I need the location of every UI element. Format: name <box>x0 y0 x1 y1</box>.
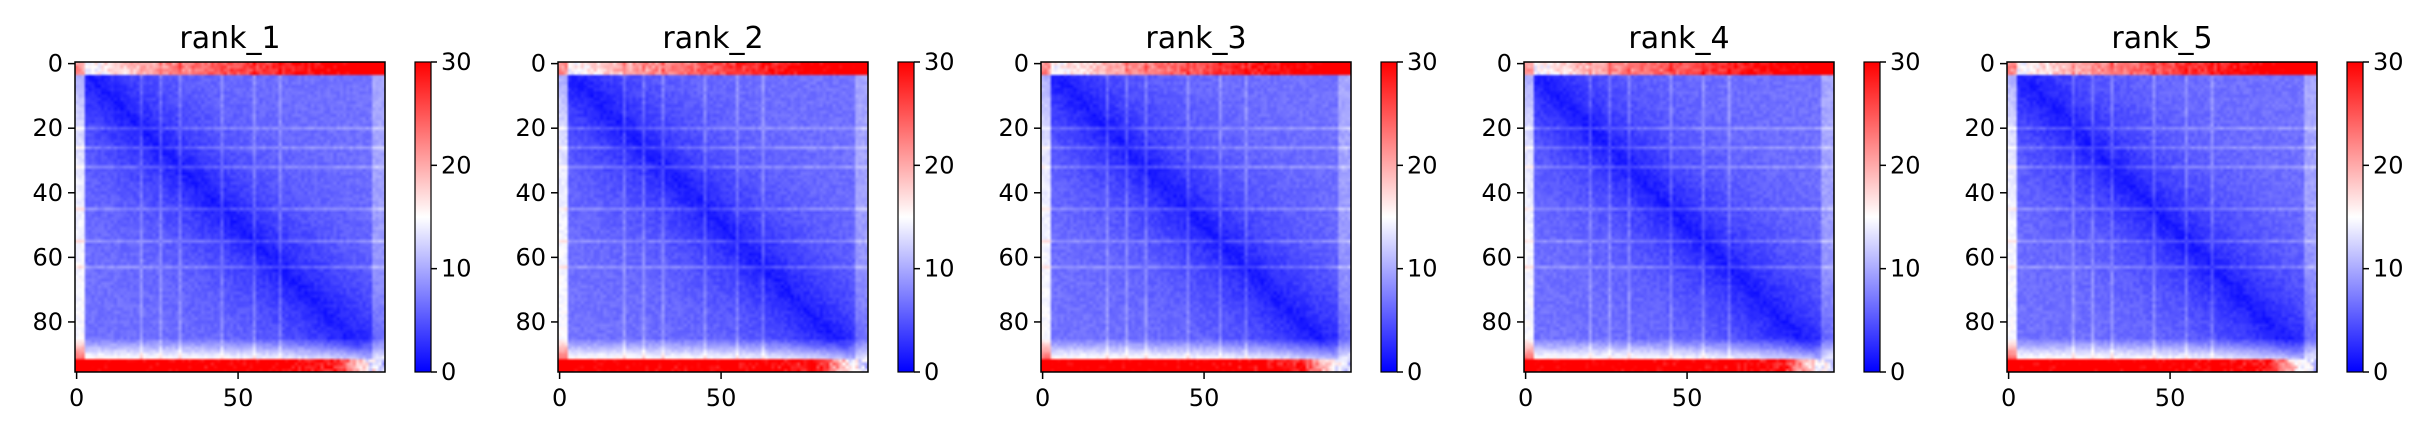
y-tick-label: 40 <box>515 179 546 207</box>
panel-1: rank_1 0 20 40 60 80 0 50 0 10 20 30 <box>32 21 471 412</box>
y-tick-label: 0 <box>1980 50 1995 78</box>
x-tick-label: 0 <box>2001 384 2016 412</box>
y-tick-label: 0 <box>1014 50 1029 78</box>
colorbar <box>1863 61 1881 373</box>
heatmap-image <box>1041 62 1351 372</box>
colorbar-tick-label: 20 <box>924 151 955 179</box>
y-tick-label: 80 <box>1481 308 1512 336</box>
y-tick-label: 80 <box>32 308 63 336</box>
colorbar-tick-label: 0 <box>1890 358 1905 386</box>
heatmap-image <box>558 62 868 372</box>
colorbar-tick-label: 10 <box>924 255 955 283</box>
x-tick-label: 50 <box>706 384 737 412</box>
y-tick-label: 80 <box>998 308 1029 336</box>
y-tick-label: 60 <box>515 243 546 271</box>
colorbar-tick-label: 20 <box>441 151 472 179</box>
heatmap-image <box>75 62 385 372</box>
colorbar-tick-label: 0 <box>924 358 939 386</box>
x-tick-label: 50 <box>2155 384 2186 412</box>
y-tick-label: 0 <box>531 50 546 78</box>
colorbar <box>2346 61 2364 373</box>
y-tick-label: 40 <box>998 179 1029 207</box>
panel-title: rank_2 <box>662 21 763 56</box>
colorbar-tick-label: 10 <box>441 255 472 283</box>
colorbar-tick-label: 10 <box>1407 255 1438 283</box>
panel-title: rank_5 <box>2111 21 2212 56</box>
colorbar-tick-label: 30 <box>1890 48 1921 76</box>
x-tick-label: 0 <box>1518 384 1533 412</box>
colorbar-tick-label: 10 <box>1890 255 1921 283</box>
panel-3: rank_3 0 20 40 60 80 0 50 0 10 20 30 <box>998 21 1437 412</box>
y-tick-label: 60 <box>32 243 63 271</box>
panel-2: rank_2 0 20 40 60 80 0 50 0 10 20 30 <box>515 21 954 412</box>
colorbar <box>1380 61 1398 373</box>
colorbar-tick-label: 30 <box>924 48 955 76</box>
y-tick-label: 0 <box>1497 50 1512 78</box>
y-tick-label: 60 <box>1481 243 1512 271</box>
heatmap-image <box>1524 62 1834 372</box>
axes-frame <box>1523 61 1835 373</box>
colorbar-tick-label: 20 <box>1407 151 1438 179</box>
colorbar-tick-label: 20 <box>2373 151 2404 179</box>
y-tick-label: 40 <box>1481 179 1512 207</box>
colorbar-tick-label: 30 <box>441 48 472 76</box>
panel-5: rank_5 0 20 40 60 80 0 50 0 10 20 30 <box>1964 21 2403 412</box>
y-tick-label: 20 <box>1481 114 1512 142</box>
panel-title: rank_3 <box>1145 21 1246 56</box>
x-tick-label: 50 <box>223 384 254 412</box>
x-tick-label: 0 <box>552 384 567 412</box>
colorbar-tick-label: 0 <box>441 358 456 386</box>
y-tick-label: 20 <box>515 114 546 142</box>
heatmap-image <box>2007 62 2317 372</box>
x-tick-label: 0 <box>1035 384 1050 412</box>
colorbar <box>414 61 432 373</box>
colorbar-tick-label: 30 <box>1407 48 1438 76</box>
colorbar-tick-label: 10 <box>2373 255 2404 283</box>
colorbar-tick-label: 20 <box>1890 151 1921 179</box>
y-tick-label: 20 <box>998 114 1029 142</box>
colorbar <box>897 61 915 373</box>
y-tick-label: 80 <box>1964 308 1995 336</box>
colorbar-tick-label: 0 <box>1407 358 1422 386</box>
x-tick-label: 50 <box>1189 384 1220 412</box>
y-tick-label: 60 <box>998 243 1029 271</box>
axes-frame <box>2006 61 2318 373</box>
panel-4: rank_4 0 20 40 60 80 0 50 0 10 20 30 <box>1481 21 1920 412</box>
x-tick-label: 0 <box>69 384 84 412</box>
panel-title: rank_4 <box>1628 21 1729 56</box>
y-tick-label: 40 <box>32 179 63 207</box>
panel-title: rank_1 <box>179 21 280 56</box>
axes-frame <box>1040 61 1352 373</box>
y-tick-label: 20 <box>1964 114 1995 142</box>
colorbar-tick-label: 30 <box>2373 48 2404 76</box>
y-tick-label: 0 <box>48 50 63 78</box>
y-tick-label: 20 <box>32 114 63 142</box>
axes-frame <box>74 61 386 373</box>
y-tick-label: 40 <box>1964 179 1995 207</box>
colorbar-tick-label: 0 <box>2373 358 2388 386</box>
y-tick-label: 60 <box>1964 243 1995 271</box>
x-tick-label: 50 <box>1672 384 1703 412</box>
y-tick-label: 80 <box>515 308 546 336</box>
axes-frame <box>557 61 869 373</box>
